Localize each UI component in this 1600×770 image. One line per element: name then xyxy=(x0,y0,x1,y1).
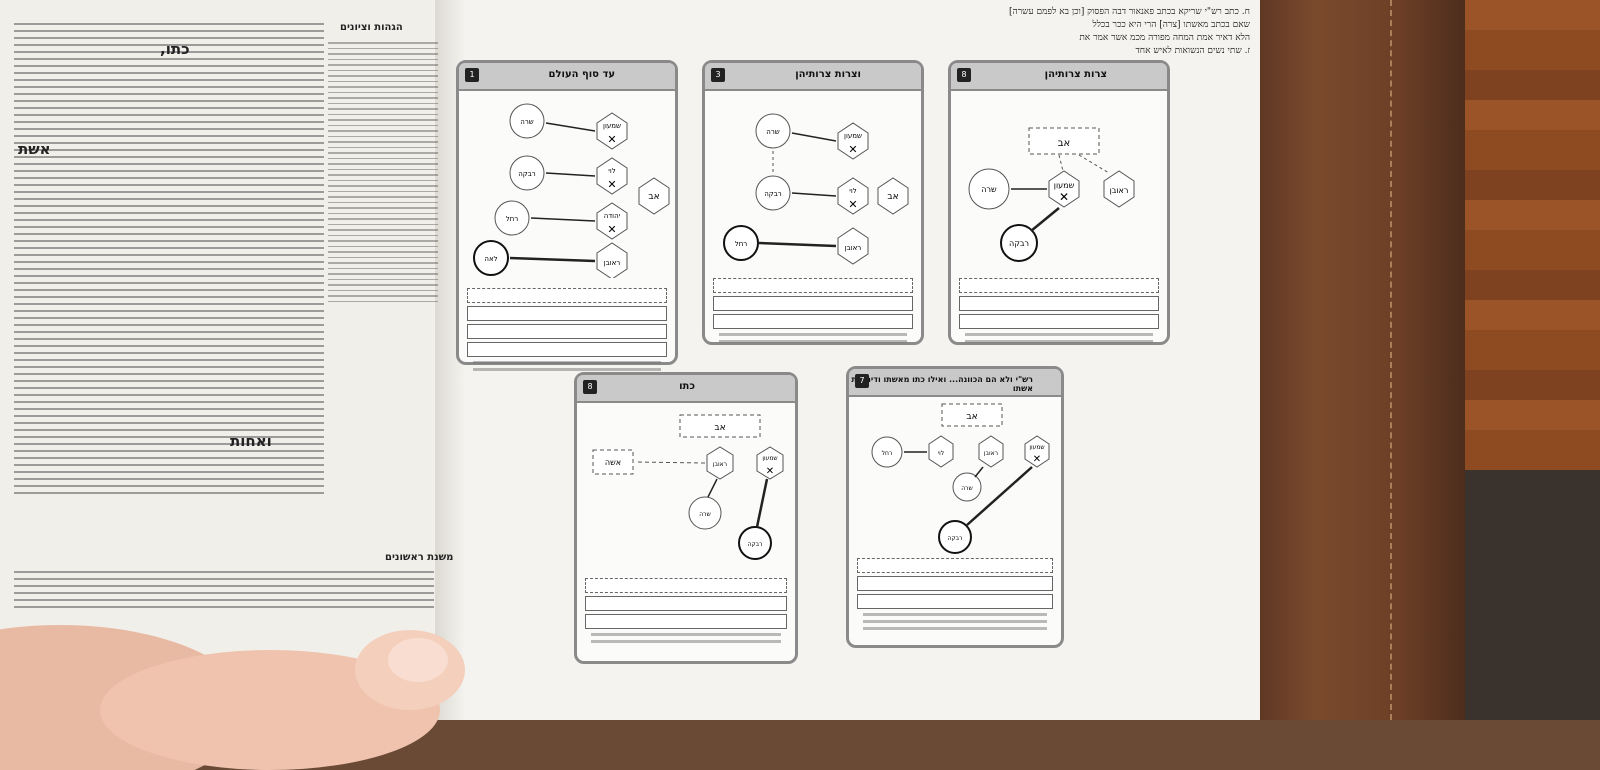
family-diagram: אב שמעון ✕ ראובן לוי רחל שרה רבקה xyxy=(871,403,1050,554)
top-text-line: הלא דאיר אמת המחה מפורה מכמ אשר אמר את xyxy=(1079,33,1250,43)
node-shimon: שמעון xyxy=(762,455,777,462)
node-yehuda: יהודה xyxy=(604,212,621,220)
node-reuven: ראובן xyxy=(845,244,862,252)
node-sara: שרה xyxy=(961,485,973,492)
node-sara: שרה xyxy=(981,185,997,194)
right-top-text: ח. כתב רש"י שריקא בכתב פאנאור דבה הפסוק … xyxy=(470,6,1250,56)
node-father: אב xyxy=(648,192,659,202)
node-levi: לוי xyxy=(608,167,615,175)
background-cables xyxy=(1440,470,1600,720)
box-number: 7 xyxy=(855,374,869,388)
family-diagram: אב שמעון ✕ לוי ✕ יהודה ✕ ראובן שרה רבקה … xyxy=(473,103,670,278)
background-wood-shelf xyxy=(1440,0,1600,470)
sidebar-header: הגהות וציונים xyxy=(340,22,403,33)
node-rivka: רבקה xyxy=(747,541,762,548)
node-rachel: רחל xyxy=(735,240,748,248)
node-shimon: שמעון xyxy=(844,132,862,140)
footer-header: משנת ראשונים xyxy=(385,552,454,563)
box-title: וצרות צרותיהן xyxy=(795,69,861,80)
svg-text:✕: ✕ xyxy=(607,133,616,146)
top-text-line: ח. כתב רש"י שריקא בכתב פאנאור דבה הפסוק … xyxy=(1009,7,1250,17)
node-levi: לוי xyxy=(938,450,944,457)
node-reuven: ראובן xyxy=(984,450,998,457)
family-diagram: אב שמעון ✕ ראובן אשה שרה רבקה xyxy=(592,414,784,560)
box-title: כתו xyxy=(679,381,695,392)
svg-text:✕: ✕ xyxy=(1033,454,1041,465)
node-shimon: שמעון xyxy=(1029,444,1044,451)
family-diagram: אב ראובן שמעון ✕ שרה רבקה xyxy=(968,127,1135,262)
node-shimon: שמעון xyxy=(1054,181,1075,190)
emphasis-word: כתו, xyxy=(160,40,190,58)
node-reuven: ראובן xyxy=(1110,186,1129,195)
node-rachel: רחל xyxy=(882,450,893,457)
diagram-box: רש"י ולא הם הכוונה... ואילו כתו מאשתו וד… xyxy=(846,366,1064,648)
emphasis-word: אשת xyxy=(18,140,51,158)
node-reuven: ראובן xyxy=(713,461,727,468)
node-sara: שרה xyxy=(520,118,534,126)
node-rivka: רבקה xyxy=(1009,239,1029,248)
left-footer-text xyxy=(14,566,434,636)
box-title: עד סוף העולם xyxy=(548,69,615,80)
box-number: 3 xyxy=(711,68,725,82)
node-levi: לוי xyxy=(849,187,856,195)
hand-holding-page xyxy=(0,625,465,770)
left-main-text xyxy=(14,18,324,578)
node-leah: לאה xyxy=(484,255,497,263)
box-title: רש"י ולא הם הכוונה... ואילו כתו מאשתו וד… xyxy=(851,375,1033,393)
svg-text:✕: ✕ xyxy=(1059,190,1069,204)
cover-stitching xyxy=(1390,0,1392,720)
node-rivka: רבקה xyxy=(764,190,782,198)
diagram-box: עד סוף העולם 1 אב שמעון ✕ לוי ✕ יהודה ✕ ר… xyxy=(456,60,678,371)
svg-text:✕: ✕ xyxy=(766,466,774,477)
node-father: אב xyxy=(1058,138,1070,149)
family-diagram: אב שמעון ✕ לוי ✕ ראובן שרה רבקה רחל xyxy=(723,113,909,265)
diagram-box: צרות צרותיהן 8 אב ראובן שמעון ✕ שרה רבקה xyxy=(948,60,1170,345)
box-number: 8 xyxy=(583,380,597,394)
box-number: 1 xyxy=(465,68,479,82)
book-cover xyxy=(1250,0,1465,720)
box-title: צרות צרותיהן xyxy=(1044,69,1107,80)
node-father: אב xyxy=(966,412,977,422)
box-caption xyxy=(467,285,667,375)
node-sara: שרה xyxy=(766,128,780,136)
node-reuven: ראובן xyxy=(604,259,621,267)
box-caption xyxy=(585,575,787,647)
node-isha: אשה xyxy=(605,458,621,467)
svg-text:✕: ✕ xyxy=(607,223,616,236)
svg-text:✕: ✕ xyxy=(848,198,857,211)
emphasis-word: ואחות xyxy=(230,432,272,450)
diagram-box: וצרות צרותיהן 3 אב שמעון ✕ לוי ✕ ראובן שר… xyxy=(702,60,924,345)
top-text-line: שאם בכתב מאשתו [צרה] הרי היא ככר בכלל xyxy=(1092,20,1250,30)
left-sidebar-text xyxy=(328,38,438,568)
box-number: 8 xyxy=(957,68,971,82)
top-text-line: ז. שתי נשים הנשואות לאיש אחד xyxy=(1135,46,1250,56)
diagram-box: כתו 8 אב שמעון ✕ ראובן אשה שרה רבקה xyxy=(574,372,798,664)
node-father: אב xyxy=(714,423,725,433)
svg-text:✕: ✕ xyxy=(607,178,616,191)
box-caption xyxy=(713,275,913,347)
node-rivka: רבקה xyxy=(947,535,962,542)
node-father: אב xyxy=(887,192,898,202)
box-caption xyxy=(857,555,1053,634)
node-sara: שרה xyxy=(699,511,711,518)
node-rachel: רחל xyxy=(506,215,519,223)
svg-text:✕: ✕ xyxy=(848,143,857,156)
node-shimon: שמעון xyxy=(603,122,621,130)
node-rivka: רבקה xyxy=(518,170,536,178)
box-caption xyxy=(959,275,1159,347)
